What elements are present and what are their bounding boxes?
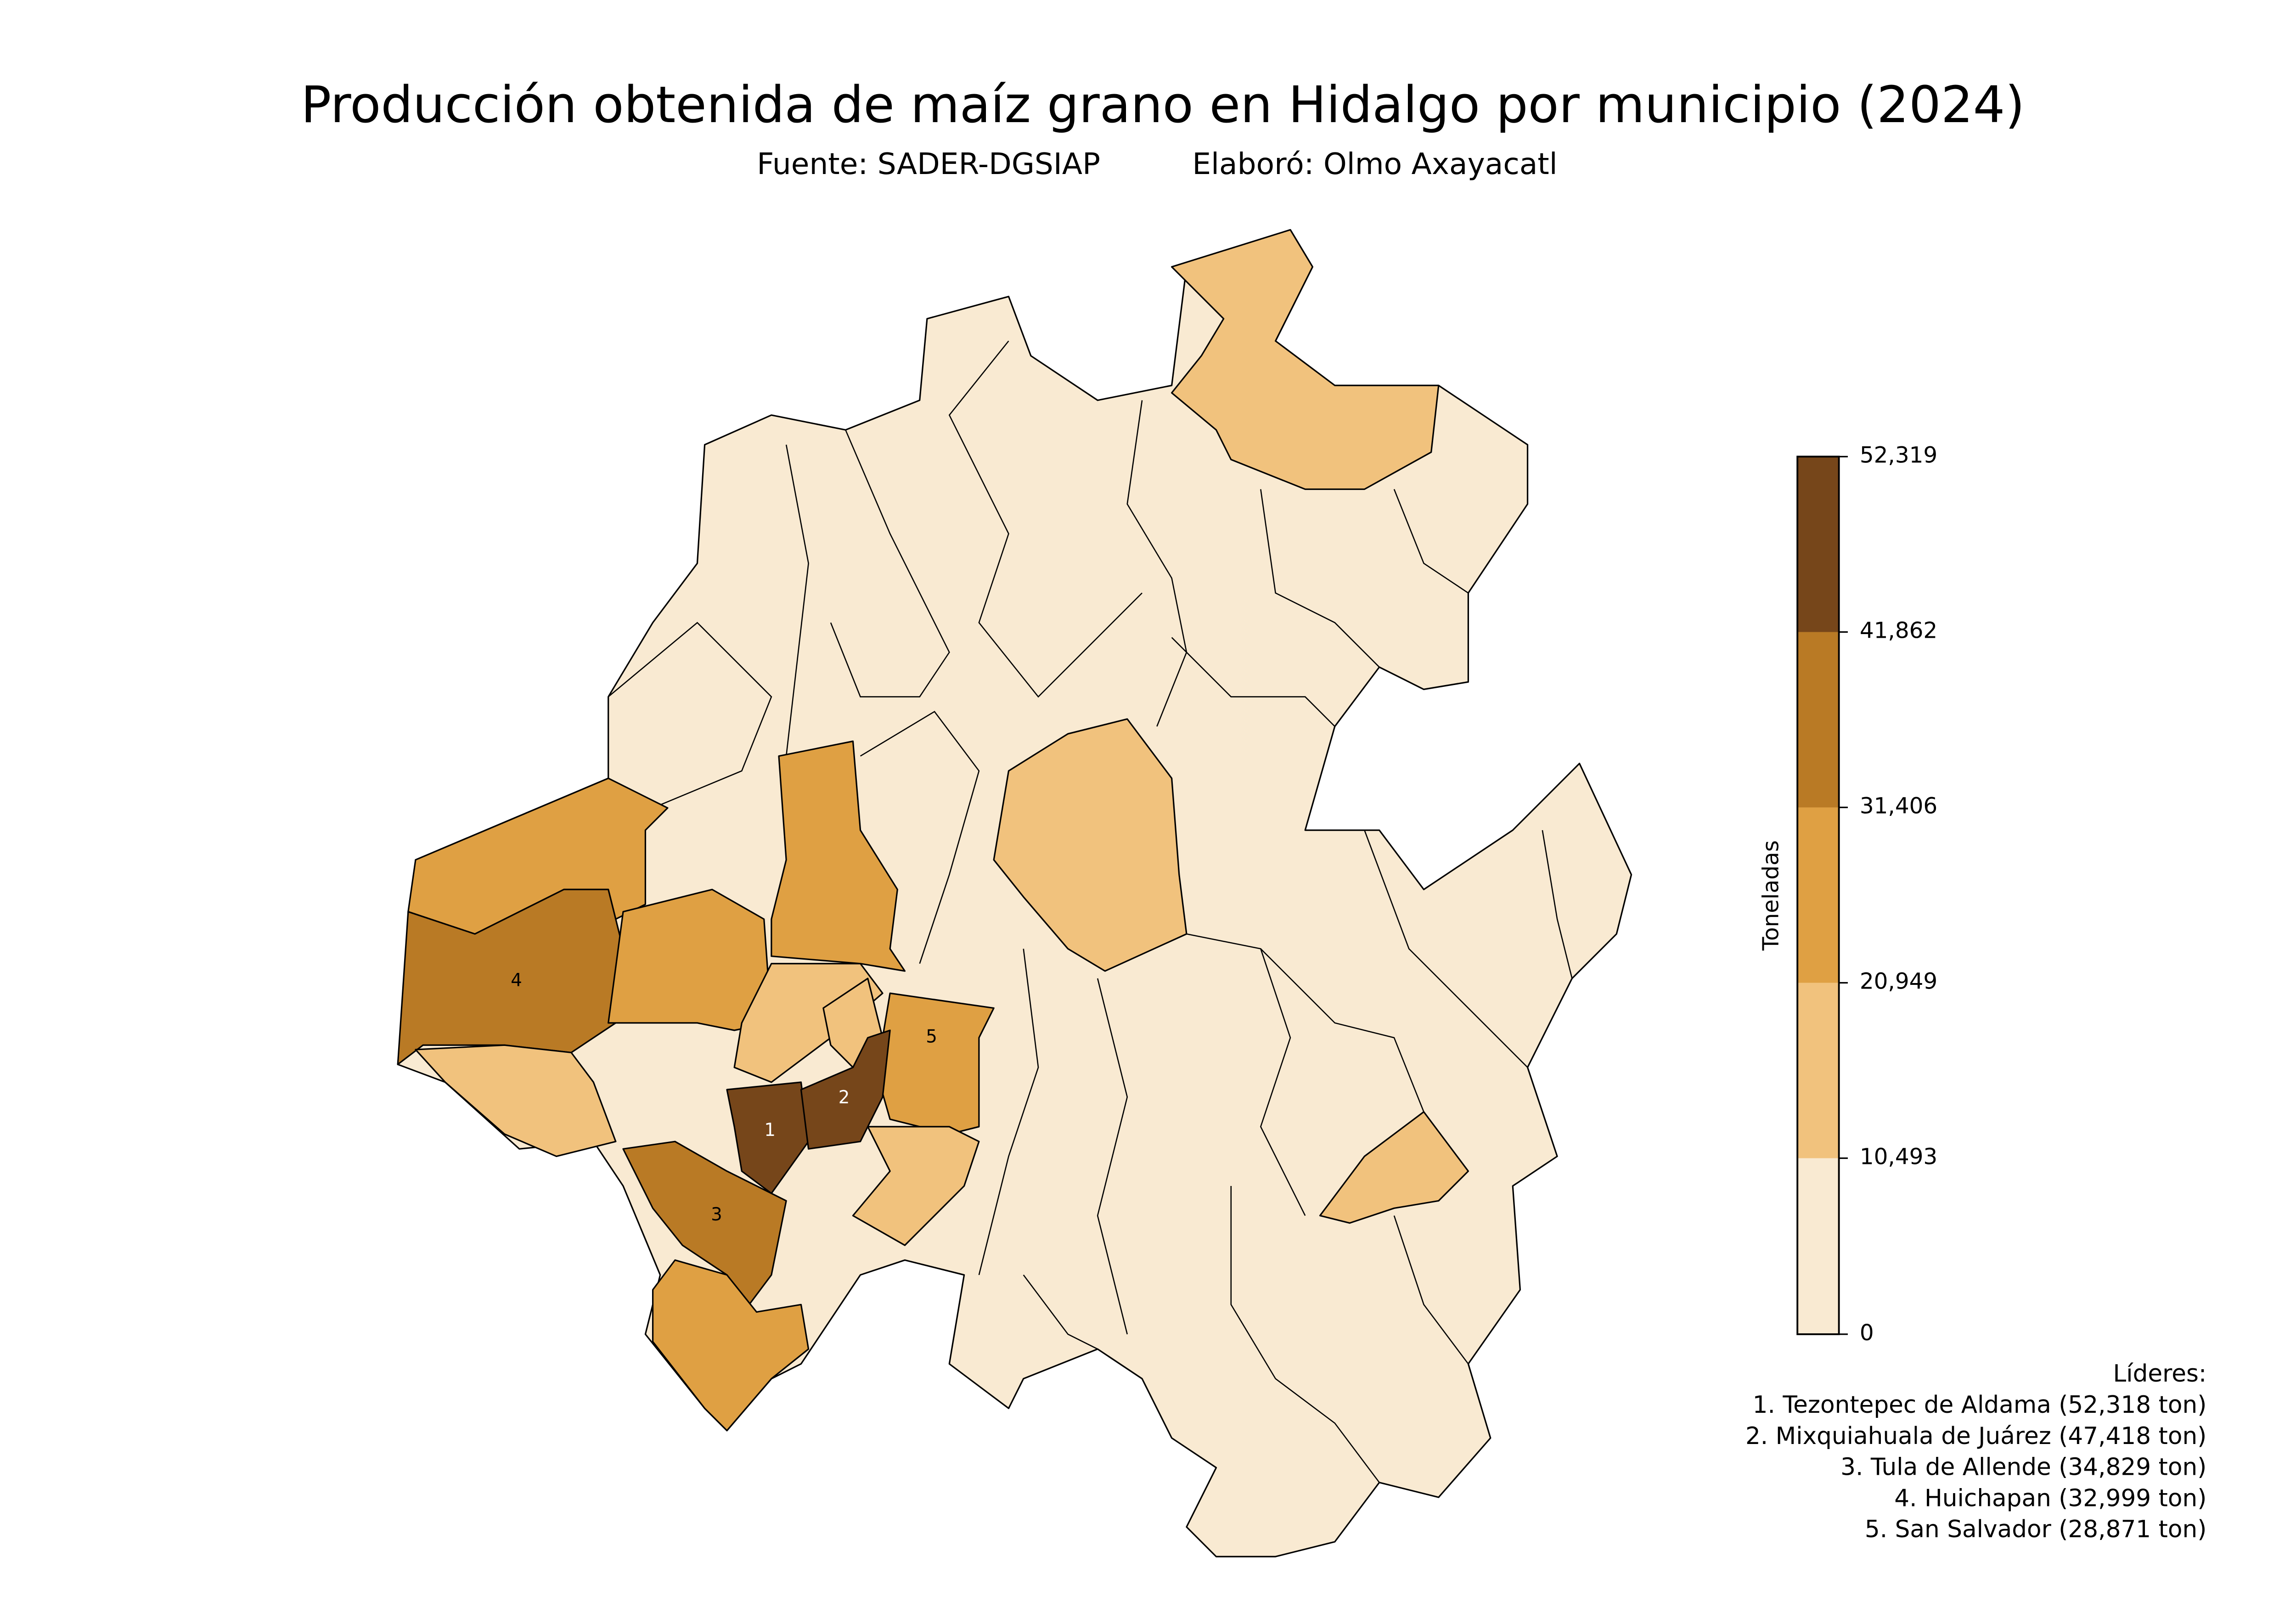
region-label: 1: [764, 1120, 776, 1141]
leader-item: 3. Tula de Allende (34,829 ton): [1840, 1454, 2206, 1481]
colorbar-tick-label: 20,949: [1860, 969, 1937, 995]
colorbar-tick-label: 31,406: [1860, 793, 1937, 819]
colorbar-segment: [1797, 983, 1839, 1158]
region-label: 3: [711, 1204, 722, 1225]
colorbar-segment: [1797, 1158, 1839, 1334]
municipality: [771, 740, 906, 972]
municipality: [993, 718, 1187, 972]
municipality: [608, 888, 772, 1031]
leader-item: 1. Tezontepec de Aldama (52,318 ton): [1753, 1391, 2207, 1419]
region-label: 4: [511, 970, 522, 991]
map-author: Elaboró: Olmo Axayacatl: [1192, 147, 1557, 181]
colorbar-tick-label: 10,493: [1860, 1144, 1937, 1170]
municipality: [622, 1141, 787, 1305]
municipality: [652, 1259, 810, 1432]
colorbar-segment: [1797, 456, 1839, 632]
colorbar-tick-label: 52,319: [1860, 442, 1937, 468]
colorbar-frame: [1796, 455, 1840, 1335]
region-label: 5: [926, 1027, 937, 1047]
colorbar-segment: [1797, 807, 1839, 983]
municipality: [1319, 1111, 1469, 1224]
municipal-borders: [608, 340, 1573, 1483]
municipality: [1171, 229, 1440, 490]
municipality: [415, 1044, 617, 1157]
state-map: [397, 229, 1632, 1557]
leader-item: 5. San Salvador (28,871 ton): [1865, 1516, 2206, 1543]
map-title: Producción obtenida de maíz grano en Hid…: [301, 75, 2025, 134]
colorbar-tick-label: 41,862: [1860, 618, 1937, 644]
colorbar-label: Toneladas: [1758, 840, 1784, 951]
leaders-title: Líderes:: [2113, 1360, 2206, 1388]
colorbar-segment: [1797, 632, 1839, 808]
municipality: [874, 992, 995, 1135]
map-source: Fuente: SADER-DGSIAP: [757, 147, 1100, 181]
region-label: 2: [838, 1087, 850, 1108]
colorbar: 0 10,493 20,949 31,406 41,862 52,319: [1796, 442, 1937, 1346]
municipality: [852, 1126, 980, 1246]
colorbar-tick-label: 0: [1860, 1320, 1874, 1346]
leader-item: 4. Huichapan (32,999 ton): [1894, 1484, 2206, 1512]
leader-item: 2. Mixquiahuala de Juárez (47,418 ton): [1745, 1422, 2206, 1450]
municipality: [800, 1029, 891, 1150]
